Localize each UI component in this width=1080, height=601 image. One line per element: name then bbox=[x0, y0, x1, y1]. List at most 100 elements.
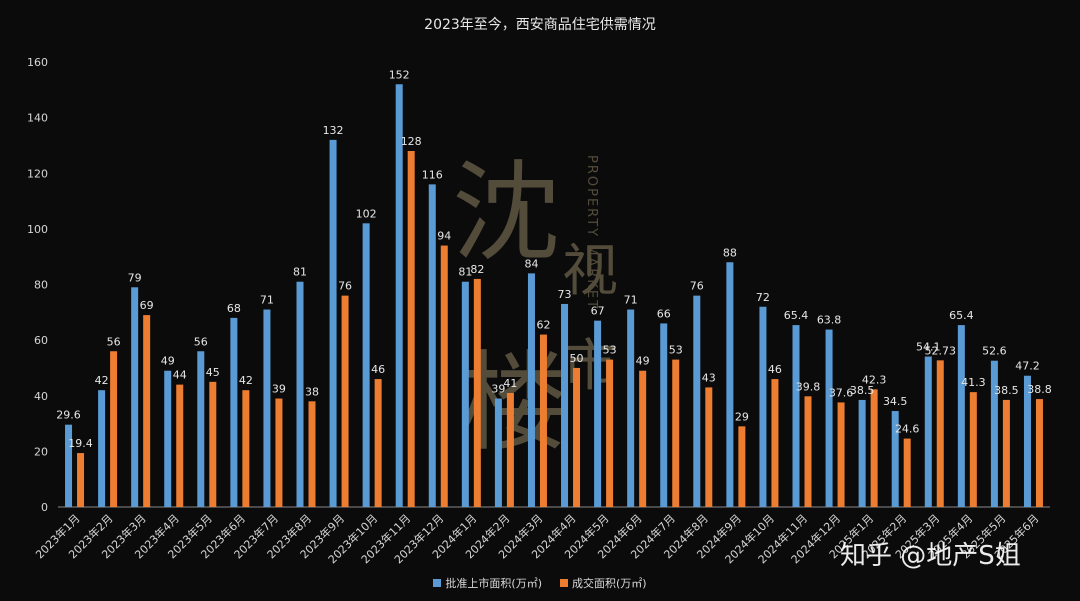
y-tick-label: 100 bbox=[27, 223, 48, 236]
data-label-sold: 62 bbox=[536, 319, 550, 332]
bar-sold bbox=[804, 396, 812, 507]
bar-approved bbox=[362, 223, 370, 507]
bar-approved bbox=[263, 309, 271, 507]
bar-sold bbox=[407, 151, 415, 507]
legend: 批准上市面积(万㎡) 成交面积(万㎡) bbox=[0, 575, 1080, 591]
bar-sold bbox=[374, 379, 382, 507]
bar-sold bbox=[837, 402, 845, 507]
bar-sold bbox=[936, 360, 944, 507]
data-label-approved: 84 bbox=[524, 257, 538, 270]
bar-approved bbox=[131, 287, 139, 507]
bar-approved bbox=[164, 370, 172, 507]
data-label-approved: 81 bbox=[458, 266, 472, 279]
bar-approved bbox=[792, 325, 800, 507]
data-label-approved: 63.8 bbox=[817, 314, 842, 327]
bar-approved bbox=[561, 303, 569, 507]
data-label-sold: 94 bbox=[437, 230, 451, 243]
bar-approved bbox=[726, 262, 734, 507]
data-label-approved: 73 bbox=[558, 288, 572, 301]
bar-sold bbox=[308, 401, 316, 507]
bar-approved bbox=[197, 351, 205, 507]
bar-sold bbox=[440, 245, 448, 507]
data-label-approved: 29.6 bbox=[56, 409, 81, 422]
bar-sold bbox=[738, 426, 746, 507]
data-label-sold: 24.6 bbox=[895, 423, 920, 436]
data-label-sold: 19.4 bbox=[68, 437, 93, 450]
bar-approved bbox=[296, 281, 304, 507]
legend-swatch-sold bbox=[560, 579, 568, 587]
y-tick-label: 40 bbox=[34, 390, 48, 403]
bar-approved bbox=[825, 329, 833, 507]
data-label-approved: 132 bbox=[323, 124, 344, 137]
bar-approved bbox=[759, 306, 767, 507]
y-tick-label: 80 bbox=[34, 279, 48, 292]
data-label-approved: 76 bbox=[690, 280, 704, 293]
data-label-sold: 50 bbox=[570, 352, 584, 365]
data-labels: 29.619.442567969494456456842713981381327… bbox=[56, 68, 1051, 450]
bar-sold bbox=[639, 370, 647, 507]
data-label-sold: 39.8 bbox=[796, 380, 821, 393]
bar-sold bbox=[573, 367, 581, 507]
bars bbox=[65, 84, 1043, 507]
bar-sold bbox=[77, 453, 85, 507]
bar-sold bbox=[1002, 399, 1010, 507]
data-label-sold: 39 bbox=[272, 383, 286, 396]
bar-approved bbox=[891, 411, 899, 507]
data-label-approved: 88 bbox=[723, 246, 737, 259]
bar-sold bbox=[606, 359, 614, 507]
bar-sold bbox=[771, 379, 779, 507]
bar-approved bbox=[527, 273, 535, 507]
data-label-sold: 56 bbox=[107, 335, 121, 348]
bar-sold bbox=[143, 315, 151, 507]
bar-approved bbox=[461, 281, 469, 507]
bar-approved bbox=[65, 424, 73, 507]
data-label-sold: 38.5 bbox=[994, 384, 1019, 397]
chart-title: 2023年至今，西安商品住宅供需情况 bbox=[424, 17, 656, 33]
data-label-approved: 81 bbox=[293, 266, 307, 279]
data-label-approved: 54.1 bbox=[916, 341, 941, 354]
bar-sold bbox=[110, 351, 118, 507]
data-label-approved: 79 bbox=[128, 271, 142, 284]
bar-approved bbox=[924, 356, 932, 507]
data-label-sold: 53 bbox=[603, 344, 617, 357]
data-label-approved: 65.4 bbox=[784, 309, 809, 322]
data-label-sold: 53 bbox=[669, 344, 683, 357]
data-label-approved: 71 bbox=[624, 294, 638, 307]
bar-approved bbox=[395, 84, 403, 507]
data-label-sold: 52.73 bbox=[925, 344, 957, 357]
bar-sold bbox=[672, 359, 680, 507]
data-label-approved: 67 bbox=[591, 305, 605, 318]
legend-label-approved: 批准上市面积(万㎡) bbox=[445, 577, 542, 590]
bar-approved bbox=[660, 323, 668, 507]
data-label-sold: 76 bbox=[338, 280, 352, 293]
bar-approved bbox=[693, 295, 701, 507]
data-label-sold: 46 bbox=[768, 363, 782, 376]
data-label-approved: 47.2 bbox=[1015, 360, 1040, 373]
bar-sold bbox=[176, 384, 184, 507]
data-label-approved: 152 bbox=[389, 68, 410, 81]
data-label-approved: 116 bbox=[422, 168, 443, 181]
data-label-approved: 56 bbox=[194, 335, 208, 348]
legend-item-approved: 批准上市面积(万㎡) bbox=[433, 575, 542, 591]
data-label-approved: 38.5 bbox=[850, 384, 875, 397]
watermark-en: PROPERTY MARKET bbox=[584, 155, 599, 310]
data-label-approved: 102 bbox=[356, 207, 377, 220]
bar-approved bbox=[230, 317, 238, 507]
data-label-sold: 43 bbox=[702, 371, 716, 384]
data-label-approved: 42 bbox=[95, 374, 109, 387]
y-tick-label: 60 bbox=[34, 334, 48, 347]
bar-sold bbox=[969, 392, 977, 507]
bar-approved bbox=[990, 360, 998, 507]
legend-item-sold: 成交面积(万㎡) bbox=[560, 575, 647, 591]
bar-sold bbox=[473, 278, 481, 507]
bar-approved bbox=[957, 325, 965, 507]
data-label-approved: 65.4 bbox=[949, 309, 974, 322]
bar-approved bbox=[858, 399, 866, 507]
bar-approved bbox=[594, 320, 602, 507]
data-label-sold: 45 bbox=[206, 366, 220, 379]
bar-sold bbox=[870, 389, 878, 507]
data-label-sold: 42.3 bbox=[862, 373, 887, 386]
data-label-sold: 41.3 bbox=[961, 376, 986, 389]
